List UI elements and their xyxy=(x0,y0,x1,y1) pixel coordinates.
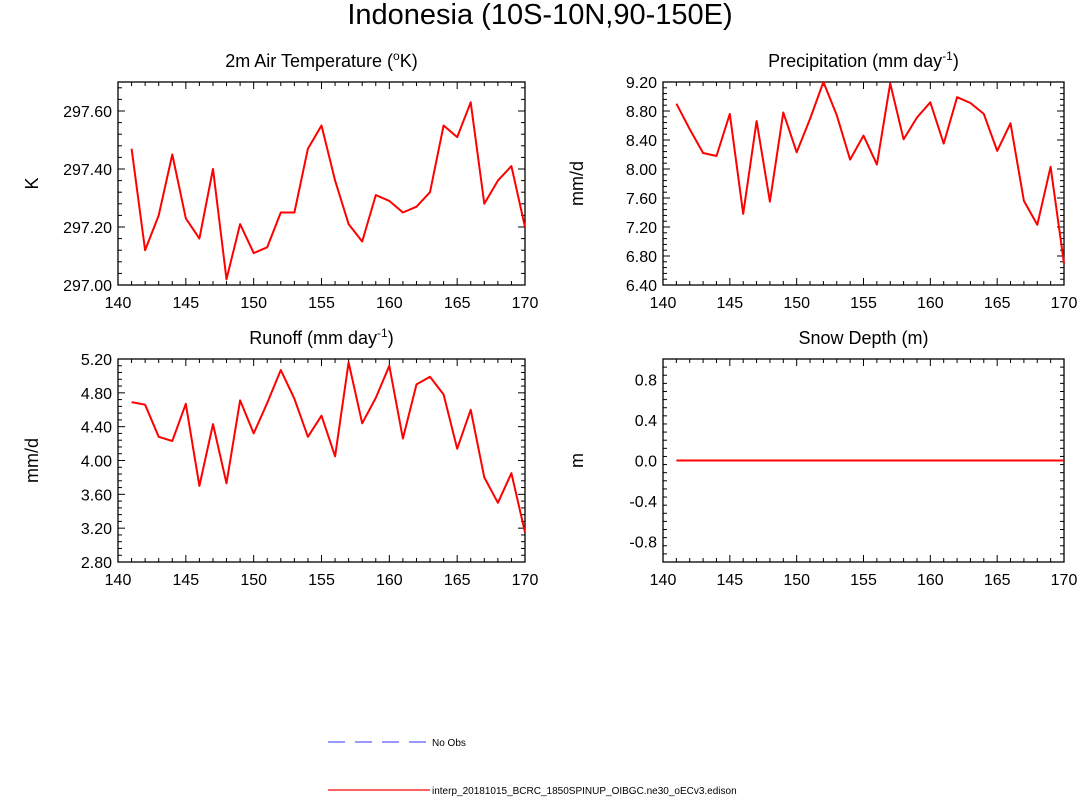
x-tick-label: 170 xyxy=(1051,295,1078,312)
x-tick-label: 140 xyxy=(650,295,677,312)
x-tick-label: 160 xyxy=(917,295,944,312)
x-tick-label: 165 xyxy=(984,295,1011,312)
y-tick-label: 0.8 xyxy=(635,372,657,389)
y-tick-label: 7.60 xyxy=(626,191,657,208)
x-tick-label: 160 xyxy=(376,295,403,312)
x-tick-label: 170 xyxy=(1051,572,1078,589)
x-tick-label: 155 xyxy=(308,572,335,589)
y-axis-label: m xyxy=(567,453,587,468)
series-line xyxy=(130,101,526,281)
x-tick-label: 150 xyxy=(783,295,810,312)
y-tick-label: 4.40 xyxy=(81,420,112,437)
x-tick-label: 170 xyxy=(512,572,539,589)
panel-title-main: Snow Depth (m) xyxy=(798,328,928,348)
chart-panel-4: 140 145 150 155 160 165 170 -0.8 -0.4 0.0 0.4 0.8 m S… xyxy=(567,328,1077,589)
panel-title-main: 2m Air Temperature ( xyxy=(225,51,393,71)
chart-panel-1: 140 145 150 155 160 165 170 297.00 297.20 297.40 2… xyxy=(22,49,538,312)
x-tick-label: 145 xyxy=(172,295,199,312)
x-tick-label: 145 xyxy=(172,572,199,589)
panel-title-end: ) xyxy=(388,328,394,348)
x-tick-label: 155 xyxy=(308,295,335,312)
x-tick-label: 160 xyxy=(376,572,403,589)
x-tick-label: 145 xyxy=(716,572,743,589)
y-tick-label: 297.40 xyxy=(63,162,112,179)
y-tick-label: 6.40 xyxy=(626,278,657,295)
y-tick-label: 6.80 xyxy=(626,249,657,266)
x-tick-label: 165 xyxy=(444,295,471,312)
y-tick-label: 0.0 xyxy=(635,454,657,471)
y-tick-label: 8.00 xyxy=(626,162,657,179)
panel-title: Runoff (mm day-1) xyxy=(249,326,393,348)
panel-title: Precipitation (mm day-1) xyxy=(768,49,959,71)
y-axis-label: mm/d xyxy=(22,438,42,483)
x-tick-label: 165 xyxy=(444,572,471,589)
series-line xyxy=(675,81,1065,264)
x-tick-label: 150 xyxy=(240,572,267,589)
panel-title-end: ) xyxy=(953,51,959,71)
y-tick-label: 2.80 xyxy=(81,555,112,572)
panel-title-main: Runoff (mm day xyxy=(249,328,377,348)
panel-title: 2m Air Temperature (oK) xyxy=(225,49,417,71)
x-tick-label: 160 xyxy=(917,572,944,589)
x-tick-label: 155 xyxy=(850,572,877,589)
y-tick-label: 4.00 xyxy=(81,454,112,471)
x-tick-label: 150 xyxy=(783,572,810,589)
y-tick-label: 9.20 xyxy=(626,75,657,92)
y-tick-label: 7.20 xyxy=(626,220,657,237)
y-axis-label: mm/d xyxy=(567,161,587,206)
y-tick-label: 5.20 xyxy=(81,352,112,369)
legend-label-no-obs: No Obs xyxy=(432,738,466,749)
y-tick-label: -0.4 xyxy=(629,494,657,511)
y-tick-label: 297.20 xyxy=(63,220,112,237)
chart-panel-2: 140 145 150 155 160 165 170 6.40 6.80 7.20 7.60 8.0… xyxy=(567,49,1077,312)
panel-title-end: K) xyxy=(400,51,418,71)
x-tick-label: 165 xyxy=(984,572,1011,589)
chart-panel-3: 140 145 150 155 160 165 170 2.80 3.20 3.60 4.00 4.4… xyxy=(22,326,538,589)
panel-title-superscript: o xyxy=(393,49,400,63)
y-tick-label: 297.00 xyxy=(63,278,112,295)
legend-label-model: interp_20181015_BCRC_1850SPINUP_OIBGC.ne… xyxy=(432,786,737,797)
x-tick-label: 150 xyxy=(240,295,267,312)
panel-title-superscript: -1 xyxy=(377,326,388,340)
panel-title: Snow Depth (m) xyxy=(798,328,928,348)
y-tick-label: 4.80 xyxy=(81,386,112,403)
y-tick-label: 3.20 xyxy=(81,521,112,538)
x-tick-label: 145 xyxy=(716,295,743,312)
x-tick-label: 155 xyxy=(850,295,877,312)
plot-frame xyxy=(117,358,526,563)
y-tick-label: 297.60 xyxy=(63,104,112,121)
panel-title-superscript: -1 xyxy=(942,49,953,63)
y-axis-label: K xyxy=(22,177,42,189)
legend: No Obs interp_20181015_BCRC_1850SPINUP_O… xyxy=(328,738,737,797)
y-tick-label: -0.8 xyxy=(629,535,657,552)
y-tick-label: 3.60 xyxy=(81,487,112,504)
plot-frame xyxy=(662,81,1065,286)
y-tick-label: 0.4 xyxy=(635,413,657,430)
x-tick-label: 140 xyxy=(650,572,677,589)
x-tick-label: 170 xyxy=(512,295,539,312)
panel-title-main: Precipitation (mm day xyxy=(768,51,942,71)
figure-title: Indonesia (10S-10N,90-150E) xyxy=(347,0,732,31)
y-tick-label: 8.40 xyxy=(626,133,657,150)
y-tick-label: 8.80 xyxy=(626,104,657,121)
x-tick-label: 140 xyxy=(105,295,132,312)
x-tick-label: 140 xyxy=(105,572,132,589)
series-line xyxy=(131,361,526,533)
